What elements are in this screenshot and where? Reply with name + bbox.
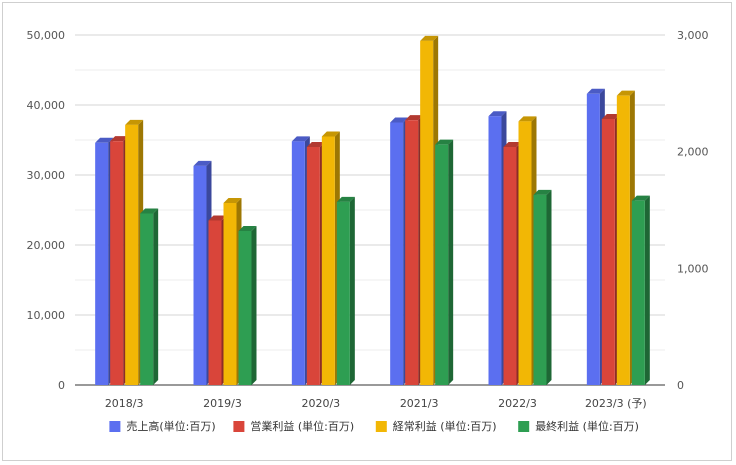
y-left-tick-label: 40,000 <box>27 99 66 112</box>
bar <box>125 124 139 385</box>
y-left-tick-label: 20,000 <box>27 239 66 252</box>
bar-side <box>251 226 257 385</box>
bar <box>238 231 252 385</box>
x-tick-label: 2023/3 (予) <box>585 397 647 410</box>
legend-swatch <box>109 421 121 432</box>
bar-top <box>518 116 537 122</box>
bar-top <box>390 117 409 123</box>
bar <box>208 220 222 385</box>
bar <box>435 144 449 385</box>
bar-side <box>448 139 454 385</box>
legend-swatch <box>518 421 530 432</box>
bar <box>140 213 154 385</box>
bar-top <box>616 90 635 96</box>
bar <box>336 201 350 385</box>
bar <box>110 141 124 385</box>
y-right-tick-label: 0 <box>677 379 684 392</box>
bar-side <box>153 208 159 385</box>
y-left-tick-label: 50,000 <box>27 29 66 42</box>
y-right-tick-label: 2,000 <box>677 146 709 159</box>
bar-top <box>601 114 620 119</box>
y-left-tick-label: 0 <box>58 379 65 392</box>
bar <box>586 93 600 386</box>
bar-side <box>349 196 355 385</box>
bar <box>420 40 434 385</box>
legend-swatch <box>233 421 245 432</box>
y-right-tick-label: 1,000 <box>677 262 709 275</box>
bar-top <box>95 137 114 143</box>
bar-top <box>223 198 242 203</box>
bar-top <box>193 160 212 166</box>
bar-top <box>110 136 129 142</box>
bar-top <box>238 226 257 231</box>
x-tick-label: 2021/3 <box>400 397 439 410</box>
bar <box>193 165 207 385</box>
bar <box>223 203 237 385</box>
bar-top <box>631 195 650 201</box>
x-tick-label: 2019/3 <box>203 397 242 410</box>
y-right-tick-label: 3,000 <box>677 29 709 42</box>
bar <box>533 194 547 385</box>
x-tick-label: 2022/3 <box>498 397 537 410</box>
bar-top <box>140 208 159 214</box>
bar <box>306 147 320 385</box>
bar-top <box>533 189 552 195</box>
bar-side <box>546 189 552 385</box>
legend-label: 経常利益 (単位:百万) <box>393 419 497 433</box>
bar-top <box>125 119 144 125</box>
bar-top <box>321 131 340 137</box>
bar <box>321 136 335 385</box>
bar-top <box>208 215 227 221</box>
legend-label: 最終利益 (単位:百万) <box>535 419 639 433</box>
bar-top <box>405 115 424 121</box>
x-tick-label: 2020/3 <box>301 397 340 410</box>
bar-top <box>306 142 325 147</box>
x-tick-label: 2018/3 <box>105 397 144 410</box>
bar <box>390 122 404 385</box>
bar-top <box>420 35 439 41</box>
bar-top <box>291 136 310 142</box>
bar-top <box>336 196 355 202</box>
bar <box>291 141 305 385</box>
bar <box>405 120 419 386</box>
bar <box>488 116 502 385</box>
bar <box>518 121 532 385</box>
legend-label: 営業利益 (単位:百万) <box>250 419 354 433</box>
bar-top <box>488 111 507 117</box>
bar-side <box>644 195 650 385</box>
y-left-tick-label: 10,000 <box>27 309 66 322</box>
bar <box>616 95 630 386</box>
bar-top <box>503 142 522 147</box>
bar <box>503 147 517 385</box>
y-left-tick-label: 30,000 <box>27 169 66 182</box>
bar-top <box>435 139 454 145</box>
bar <box>601 119 615 385</box>
legend-label: 売上高(単位:百万) <box>126 419 215 433</box>
bar-top <box>586 88 605 94</box>
legend-swatch <box>375 421 387 432</box>
bar <box>631 200 645 385</box>
bar <box>95 142 109 385</box>
